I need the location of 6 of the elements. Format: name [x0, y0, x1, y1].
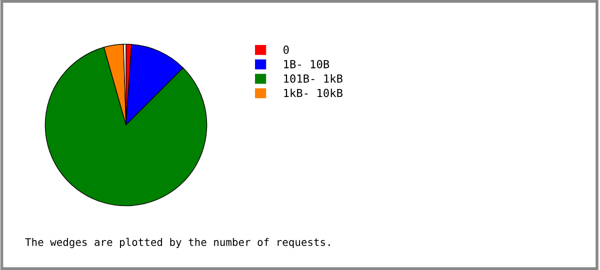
pie-slice — [44, 46, 208, 206]
legend-label: 0 — [284, 46, 289, 54]
legend-label: 1kB- 10kB — [284, 88, 342, 98]
text: The wedges are plotted by the number of requests. — [25, 238, 330, 248]
legend-label: 1B- 10B — [284, 60, 330, 68]
legend-label: 101B- 1kB — [284, 74, 342, 83]
